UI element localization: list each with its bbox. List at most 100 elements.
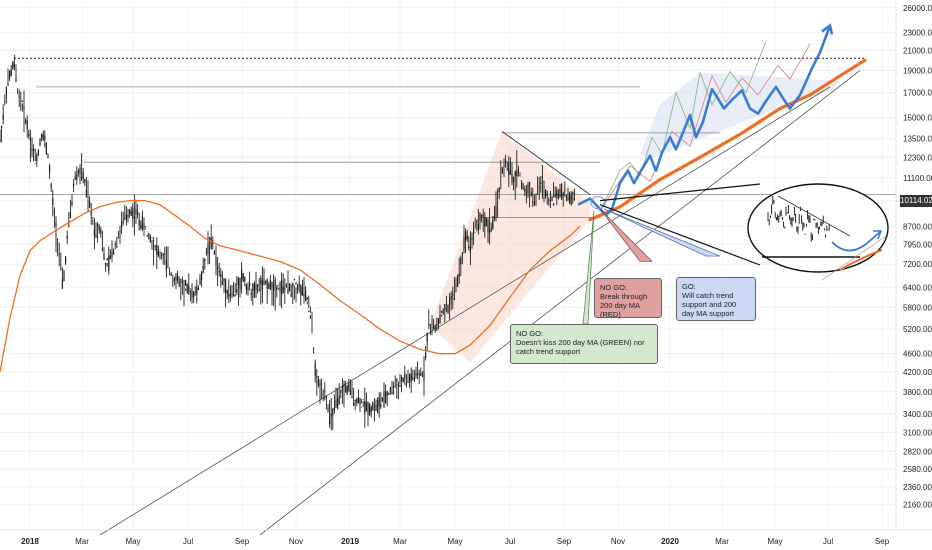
x-tick-label: Sep — [235, 537, 250, 546]
price-candle-body — [143, 223, 145, 229]
price-candle-body — [21, 100, 23, 102]
price-candle-body — [477, 223, 479, 231]
price-candle-body — [316, 375, 318, 378]
price-candle-body — [404, 373, 406, 379]
price-candle-body — [503, 166, 505, 168]
price-candle-body — [301, 286, 303, 296]
price-candle-body — [175, 275, 177, 281]
price-candle-body — [391, 391, 393, 395]
price-candle-body — [162, 254, 164, 257]
price-candle-body — [564, 189, 566, 191]
ma200-line — [0, 199, 581, 372]
price-candle-body — [431, 328, 433, 330]
price-candle-body — [377, 400, 379, 414]
y-tick-label: 19000.00 — [903, 66, 932, 75]
annotation-text: Break through 200 day MA (RED) — [600, 292, 648, 319]
price-candle-body — [68, 225, 70, 227]
price-candle-body — [263, 278, 265, 286]
price-candle-body — [356, 399, 358, 403]
inset-connector — [599, 204, 761, 266]
price-candle-body — [365, 402, 367, 412]
price-candle-body — [217, 266, 219, 270]
trend-line — [259, 70, 861, 536]
price-candle-body — [548, 200, 550, 201]
x-tick-label: Mar — [393, 537, 407, 546]
price-candle-body — [180, 278, 182, 282]
price-candle-body — [122, 220, 124, 223]
price-candle-body — [498, 187, 500, 193]
price-candle-body — [421, 375, 423, 377]
price-candle-body — [405, 383, 407, 386]
y-tick-label: 3100.00 — [903, 428, 932, 437]
price-candle-body — [458, 273, 460, 277]
price-candle-body — [468, 245, 470, 248]
flag-upper-line — [501, 131, 591, 196]
price-candle-body — [313, 352, 315, 354]
price-candle-body — [516, 171, 518, 177]
price-candle-body — [482, 214, 484, 217]
y-tick-label: 4200.00 — [903, 368, 932, 377]
price-candle-body — [100, 229, 102, 234]
price-candle-body — [29, 138, 31, 141]
price-candle-body — [567, 196, 569, 201]
price-candle-body — [292, 282, 294, 287]
price-candle-body — [233, 294, 235, 297]
price-candle-body — [436, 324, 438, 327]
price-candle-body — [362, 398, 364, 400]
price-candle-body — [12, 61, 14, 70]
price-candle-body — [98, 225, 100, 231]
price-candle-body — [18, 96, 20, 98]
price-candle-body — [335, 400, 337, 408]
price-candle-body — [505, 160, 507, 163]
price-candle-body — [138, 219, 140, 226]
price-candle-body — [7, 82, 9, 85]
price-candle-body — [556, 190, 558, 196]
trend-lines — [99, 70, 861, 536]
price-candle-body — [273, 284, 275, 291]
price-candle-body — [223, 278, 225, 282]
annotation-title: NO GO: — [516, 329, 544, 338]
price-candle-body — [309, 315, 311, 319]
price-candle-body — [23, 106, 25, 109]
price-candle-body — [0, 139, 1, 143]
price-candle-body — [124, 218, 126, 220]
price-candle-body — [463, 236, 465, 251]
price-candle-body — [274, 280, 276, 286]
price-candle-body — [167, 266, 169, 268]
trend-line — [99, 86, 831, 536]
price-candle-body — [373, 409, 375, 410]
price-candle-body — [479, 212, 481, 222]
price-candle-body — [202, 265, 204, 274]
price-candle-body — [50, 184, 52, 188]
price-candle-body — [357, 398, 359, 404]
price-candle-body — [2, 115, 4, 120]
price-candle-body — [279, 283, 281, 292]
price-candle-body — [49, 165, 51, 172]
price-candle-body — [325, 395, 327, 399]
price-candle-body — [245, 283, 247, 290]
price-candle-body — [281, 280, 283, 295]
price-candle-body — [106, 257, 108, 261]
price-candle-body — [426, 332, 428, 342]
price-candle-body — [4, 102, 6, 104]
price-candle-body — [553, 203, 555, 206]
price-candle-body — [205, 251, 207, 254]
price-candle-body — [1, 125, 3, 129]
price-candle-body — [407, 381, 409, 384]
price-candle-body — [495, 205, 497, 217]
price-candle-body — [215, 257, 217, 267]
price-candle-body — [15, 78, 17, 83]
price-candle-body — [257, 284, 259, 287]
price-candle-body — [378, 397, 380, 407]
x-tick-label: Sep — [557, 537, 572, 546]
price-candle-body — [71, 201, 73, 205]
price-candle-body — [261, 280, 263, 290]
price-candle-body — [153, 239, 155, 241]
x-tick-label: 2020 — [661, 537, 679, 546]
y-tick-label: 26000.00 — [903, 4, 932, 13]
price-candle-body — [321, 394, 323, 396]
price-candle-body — [10, 69, 12, 76]
inset-connector — [599, 183, 761, 202]
price-candle-body — [447, 304, 449, 313]
